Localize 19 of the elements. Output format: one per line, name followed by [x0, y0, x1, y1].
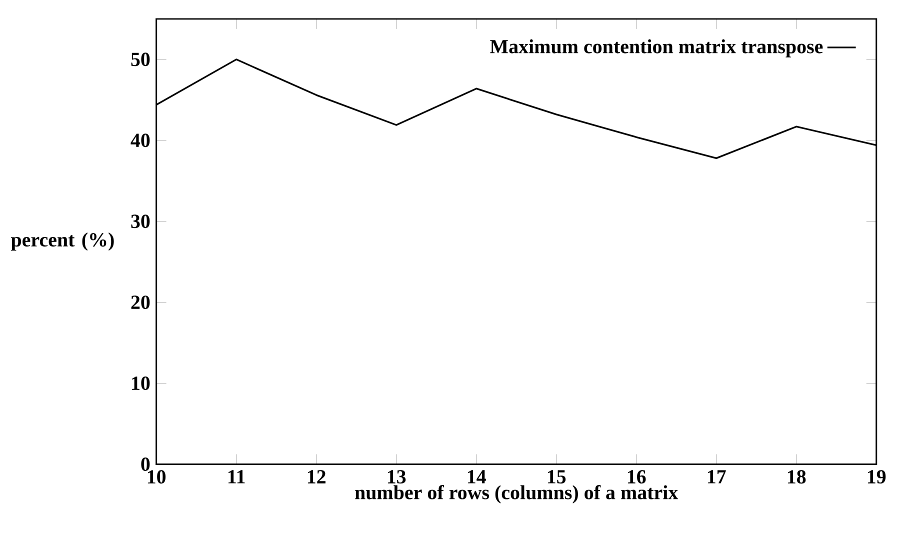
x-tick-label: 11 [228, 470, 245, 484]
y-tick-label: 20 [131, 296, 150, 310]
legend-label: Maximum contention matrix transpose [490, 39, 823, 58]
y-tick-label: 30 [131, 214, 150, 228]
y-tick-label: 50 [131, 52, 150, 66]
y-axis-title: percent (%) [11, 232, 114, 251]
x-tick-label: 15 [548, 470, 566, 484]
x-tick-label: 19 [868, 470, 886, 484]
x-axis-title: number of rows (columns) of a matrix [355, 485, 678, 504]
x-tick-label: 17 [708, 470, 726, 484]
x-tick-label: 12 [308, 470, 326, 484]
x-tick-label: 18 [788, 470, 806, 484]
x-tick-label: 16 [628, 470, 646, 484]
x-tick-label: 13 [388, 470, 406, 484]
y-tick-label: 40 [130, 134, 150, 148]
y-tick-label: 0 [141, 458, 150, 472]
y-tick-label: 10 [132, 376, 150, 390]
x-tick-label: 14 [468, 470, 486, 484]
x-tick-label: 10 [148, 470, 166, 484]
